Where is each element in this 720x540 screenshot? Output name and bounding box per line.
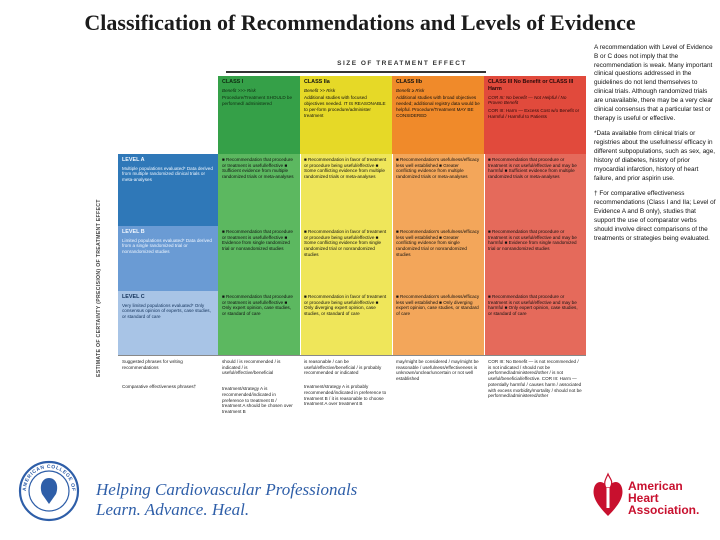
phrases-label: Suggested phrases for writing recommenda… <box>118 355 218 415</box>
phrases-class-i: should / is recommended / is indicated /… <box>218 355 300 415</box>
cell-level-c-class-iib: ■ Recommendation's usefulness/efficacy l… <box>392 291 484 355</box>
acc-seal-logo: AMERICAN COLLEGE OF CARDIOLOGY <box>18 460 80 522</box>
phrases-class-iii: COR III: No Benefit — is not recommended… <box>484 355 586 415</box>
slide-title: Classification of Recommendations and Le… <box>84 10 636 35</box>
header-rule <box>226 71 486 73</box>
note-weak-recommendation: A recommendation with Level of Evidence … <box>594 44 714 122</box>
cell-level-b-class-iii: ■ Recommendation that procedure or treat… <box>484 226 586 291</box>
cell-level-c-class-i: ■ Recommendation that procedure or treat… <box>218 291 300 355</box>
recommendation-table: ESTIMATE OF CERTAINTY (PRECISION) OF TRE… <box>96 58 586 418</box>
grid-divider <box>300 154 301 355</box>
certainty-axis-label: ESTIMATE OF CERTAINTY (PRECISION) OF TRE… <box>96 199 102 377</box>
cell-level-c-class-iia: ■ Recommendation in favor of treatment o… <box>300 291 392 355</box>
level-b-label: LEVEL B Limited populations evaluated* D… <box>118 226 218 291</box>
note-comparative: † For comparative effectiveness recommen… <box>594 190 716 242</box>
heart-torch-icon <box>593 472 623 516</box>
cell-level-c-class-iii: ■ Recommendation that procedure or treat… <box>484 291 586 355</box>
cell-level-b-class-i: ■ Recommendation that procedure or treat… <box>218 226 300 291</box>
note-populations: *Data available from clinical trials or … <box>594 130 716 182</box>
cell-level-a-class-iii: ■ Recommendation that procedure or treat… <box>484 154 586 226</box>
phrases-class-iib: may/might be considered / may/might be r… <box>392 355 484 415</box>
grid-divider <box>392 154 393 355</box>
level-a-label: LEVEL A Multiple populations evaluated* … <box>118 154 218 226</box>
cell-level-b-class-iib: ■ Recommendation's usefulness/efficacy l… <box>392 226 484 291</box>
grid-divider <box>484 154 485 355</box>
side-notes: A recommendation with Level of Evidence … <box>594 44 716 250</box>
cell-level-a-class-i: ■ Recommendation that procedure or treat… <box>218 154 300 226</box>
cell-level-b-class-iia: ■ Recommendation in favor of treatment o… <box>300 226 392 291</box>
cell-level-a-class-iia: ■ Recommendation in favor of treatment o… <box>300 154 392 226</box>
level-c-label: LEVEL C Very limited populations evaluat… <box>118 291 218 355</box>
acc-tagline: Helping Cardiovascular Professionals Lea… <box>96 480 358 519</box>
phrases-class-iia: is reasonable / can be useful/effective/… <box>300 355 392 415</box>
cell-level-a-class-iib: ■ Recommendation's usefulness/efficacy l… <box>392 154 484 226</box>
aha-logo-text: American Heart Association. <box>628 479 700 517</box>
treatment-effect-header: SIZE OF TREATMENT EFFECT <box>337 60 467 67</box>
